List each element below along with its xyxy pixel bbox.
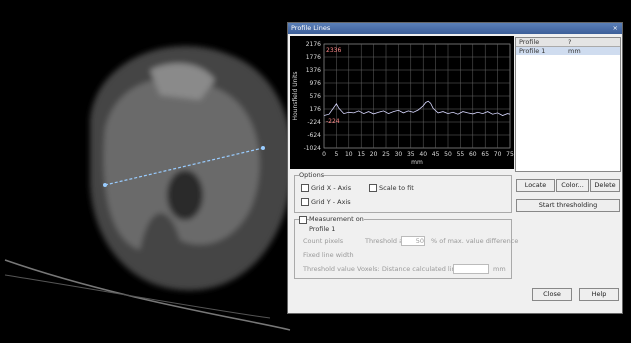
y-tick-label: -624: [307, 132, 321, 139]
profile-handle[interactable]: [261, 146, 265, 150]
list-row[interactable]: Profile 1 mm: [516, 47, 620, 55]
close-button[interactable]: Close: [532, 288, 572, 301]
plot-background: [290, 36, 514, 169]
options-group: Options Grid X - Axis Scale to fit Grid …: [294, 175, 512, 213]
x-tick-label: 0: [322, 151, 326, 158]
x-tick-label: 40: [419, 151, 427, 158]
field-label: % of max. value difference: [431, 237, 518, 245]
color-button[interactable]: Color...: [556, 179, 589, 192]
row-name: Profile 1: [519, 47, 545, 55]
dialog-title: Profile Lines: [291, 24, 330, 32]
y-tick-label: 2176: [306, 41, 321, 48]
x-tick-label: 55: [457, 151, 465, 158]
text-input[interactable]: [453, 264, 489, 274]
checkbox-label: Scale to fit: [379, 184, 414, 192]
group-title: Measurement on: [309, 215, 364, 223]
screen: Profile Lines × -1024 -624 -224 176 576 976 137…: [0, 0, 631, 343]
delete-button[interactable]: Delete: [590, 179, 620, 192]
x-tick-label: 65: [481, 151, 489, 158]
profile-handle[interactable]: [103, 183, 107, 187]
start-button[interactable]: Start thresholding: [516, 199, 620, 212]
locate-button[interactable]: Locate: [516, 179, 555, 192]
checkbox-label: Grid Y - Axis: [311, 198, 351, 206]
x-tick-label: 5: [334, 151, 338, 158]
field-label: Threshold at: [365, 237, 406, 245]
checkbox-checked[interactable]: [301, 184, 309, 192]
x-axis-label: mm: [411, 159, 423, 166]
profile-plot: -1024 -624 -224 176 576 976 1376 1776 2176 0 5 10 15…: [290, 36, 514, 169]
help-button[interactable]: Help: [579, 288, 619, 301]
dialog: Profile Lines × -1024 -624 -224 176 576 976 137…: [287, 22, 623, 314]
group-title: Options: [299, 171, 324, 179]
title-bar: Profile Lines ×: [288, 23, 622, 34]
x-tick-label: 10: [345, 151, 353, 158]
x-tick-label: 35: [407, 151, 415, 158]
y-axis-label: Hounsfield Units: [292, 71, 299, 120]
close-icon[interactable]: ×: [613, 23, 618, 34]
y-tick-label: -224: [307, 119, 321, 126]
profile-label: Profile 1: [309, 225, 335, 233]
ct-image: [90, 46, 293, 290]
y-tick-label: 1776: [306, 54, 321, 61]
y-tick-label: 976: [310, 80, 322, 87]
radio-label[interactable]: Count pixels: [303, 237, 343, 245]
unit-label: mm: [493, 265, 506, 273]
x-tick-label: 75: [506, 151, 514, 158]
x-tick-label: 20: [370, 151, 378, 158]
checkbox-checked[interactable]: [301, 198, 309, 206]
checkbox-label: Grid X - Axis: [311, 184, 351, 192]
column-header: Profile: [519, 38, 539, 46]
x-tick-label: 15: [357, 151, 365, 158]
y-tick-label: -1024: [304, 145, 322, 152]
y-tick-label: 176: [310, 106, 322, 113]
x-tick-label: 50: [444, 151, 452, 158]
x-tick-label: 60: [469, 151, 477, 158]
row-unit: mm: [568, 47, 581, 55]
y-tick-label: 1376: [306, 67, 321, 74]
column-header: ?: [568, 38, 571, 46]
field-label: Voxels: Distance calculated lines:: [357, 265, 465, 273]
x-tick-label: 25: [382, 151, 390, 158]
y-tick-label: 576: [310, 93, 322, 100]
min-annotation: -224: [326, 118, 340, 125]
checkbox[interactable]: [299, 216, 307, 224]
radio-label[interactable]: Fixed line width: [303, 251, 354, 259]
x-tick-label: 45: [432, 151, 440, 158]
checkbox[interactable]: [369, 184, 377, 192]
profile-list: Profile ? Profile 1 mm: [515, 37, 621, 172]
measurement-group: Measurement on Profile 1 Count pixels Th…: [294, 219, 512, 279]
x-tick-label: 70: [494, 151, 502, 158]
spin-input[interactable]: 50: [401, 236, 425, 246]
x-tick-label: 30: [395, 151, 403, 158]
max-annotation: 2336: [326, 47, 341, 54]
radio-label[interactable]: Threshold value: [303, 265, 355, 273]
